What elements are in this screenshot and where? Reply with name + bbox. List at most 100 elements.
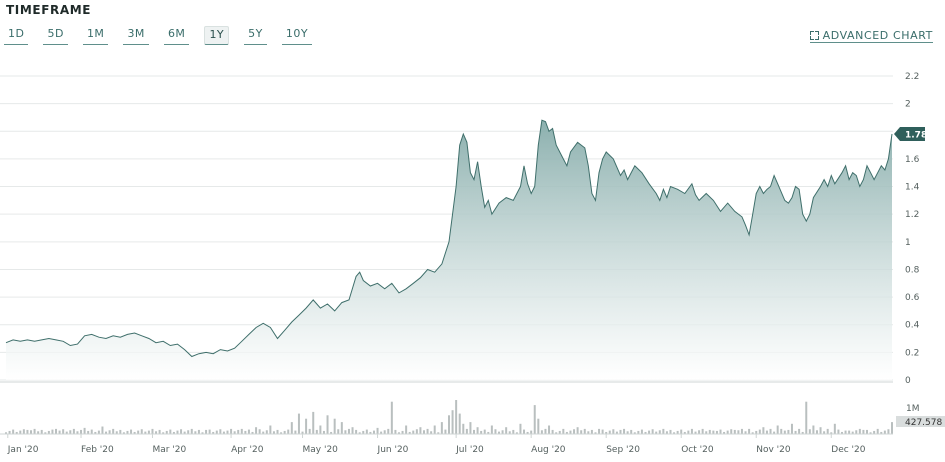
volume-bar bbox=[401, 430, 404, 434]
volume-bar bbox=[369, 431, 372, 434]
volume-bar bbox=[451, 410, 454, 434]
volume-bar bbox=[80, 429, 83, 434]
volume-bar bbox=[215, 430, 218, 434]
last-price-value: 1.78 bbox=[905, 131, 927, 141]
volume-bar bbox=[690, 428, 693, 434]
volume-bar bbox=[240, 428, 243, 434]
volume-bar bbox=[326, 415, 329, 434]
volume-bar bbox=[380, 431, 383, 434]
volume-bar bbox=[623, 428, 626, 434]
volume-bar bbox=[315, 429, 318, 434]
volume-bar bbox=[419, 427, 422, 434]
y-tick-label: 2.2 bbox=[905, 72, 919, 82]
volume-bar bbox=[5, 432, 7, 434]
volume-bar bbox=[855, 430, 858, 434]
volume-bar bbox=[426, 428, 429, 434]
volume-bar bbox=[587, 431, 590, 434]
volume-bar bbox=[255, 427, 258, 434]
x-tick-label: Dec '20 bbox=[831, 445, 865, 455]
volume-bar bbox=[330, 431, 333, 434]
volume-bar bbox=[891, 422, 893, 434]
x-tick-label: Jul '20 bbox=[455, 445, 484, 455]
advanced-chart-label: ADVANCED CHART bbox=[822, 29, 933, 42]
volume-bar bbox=[44, 432, 47, 434]
x-tick-label: Jun '20 bbox=[377, 445, 409, 455]
volume-bar bbox=[112, 428, 115, 434]
volume-bar bbox=[848, 430, 851, 434]
x-axis: Jan '20 Feb '20 Mar '20 Apr '20 May '20 Jun '… bbox=[7, 434, 866, 455]
volume-bar bbox=[612, 429, 615, 434]
volume-bar bbox=[887, 429, 890, 434]
volume-bar bbox=[555, 432, 558, 434]
volume-bar bbox=[723, 431, 726, 434]
volume-bar bbox=[590, 429, 593, 434]
volume-bar bbox=[97, 430, 100, 434]
volume-bar bbox=[765, 430, 768, 434]
volume-bar bbox=[76, 431, 79, 434]
volume-bar bbox=[458, 413, 461, 434]
volume-bar bbox=[355, 429, 358, 434]
volume-bar bbox=[244, 430, 247, 434]
volume-bar bbox=[87, 430, 90, 434]
volume-bar bbox=[22, 429, 25, 434]
timeframe-10y-button[interactable]: 10Y bbox=[281, 26, 313, 45]
volume-bar bbox=[176, 430, 179, 434]
volume-bar bbox=[280, 432, 283, 434]
volume-bar bbox=[408, 431, 411, 434]
volume-bar bbox=[880, 431, 883, 434]
volume-bar bbox=[694, 431, 697, 434]
last-volume-value: 427.578 bbox=[905, 418, 942, 428]
volume-bar bbox=[583, 428, 586, 434]
volume-bar bbox=[337, 429, 340, 434]
x-tick-label: Jan '20 bbox=[7, 445, 39, 455]
volume-bar bbox=[462, 423, 465, 434]
timeframe-5d-button[interactable]: 5D bbox=[43, 26, 68, 45]
volume-bar bbox=[133, 431, 136, 434]
timeframe-1m-button[interactable]: 1M bbox=[82, 26, 109, 45]
volume-bar bbox=[637, 430, 640, 434]
volume-bar bbox=[840, 431, 843, 434]
volume-bar bbox=[512, 429, 515, 434]
timeframe-3m-button[interactable]: 3M bbox=[123, 26, 149, 45]
x-tick-label: Aug '20 bbox=[531, 445, 566, 455]
volume-bar bbox=[494, 429, 497, 434]
volume-bar bbox=[615, 431, 618, 434]
volume-bar bbox=[37, 431, 40, 434]
volume-bar bbox=[558, 430, 561, 434]
volume-bars bbox=[5, 400, 893, 434]
y-axis: 00.20.40.60.811.21.41.61.822.2 bbox=[905, 72, 920, 386]
volume-bar bbox=[655, 431, 658, 434]
volume-bar bbox=[387, 428, 390, 434]
timeframe-1d-button[interactable]: 1D bbox=[4, 26, 29, 45]
volume-bar bbox=[412, 430, 415, 434]
volume-bar bbox=[758, 429, 761, 434]
price-line bbox=[5, 119, 893, 358]
volume-bar bbox=[465, 428, 468, 434]
timeframe-1y-button[interactable]: 1Y bbox=[204, 26, 230, 45]
volume-bar bbox=[580, 430, 583, 434]
volume-bar bbox=[294, 430, 297, 434]
volume-bar bbox=[405, 425, 408, 434]
volume-bar bbox=[526, 431, 529, 434]
volume-bar bbox=[444, 429, 447, 434]
x-tick-label: Oct '20 bbox=[681, 445, 714, 455]
advanced-chart-link[interactable]: ADVANCED CHART bbox=[809, 29, 933, 43]
volume-bar bbox=[562, 428, 565, 434]
volume-bar bbox=[376, 427, 379, 434]
volume-bar bbox=[748, 428, 751, 434]
volume-bar bbox=[208, 429, 211, 434]
volume-bar bbox=[630, 429, 633, 434]
x-tick-label: Nov '20 bbox=[756, 445, 791, 455]
volume-bar bbox=[801, 431, 804, 434]
volume-bar bbox=[683, 431, 686, 434]
timeframe-5y-button[interactable]: 5Y bbox=[244, 26, 267, 45]
volume-bar bbox=[158, 429, 161, 434]
volume-bar bbox=[815, 430, 818, 434]
volume-bar bbox=[812, 425, 815, 434]
timeframe-6m-button[interactable]: 6M bbox=[163, 26, 190, 45]
volume-bar bbox=[165, 430, 168, 434]
volume-bar bbox=[230, 428, 233, 434]
x-tick-label: Feb '20 bbox=[81, 445, 114, 455]
volume-bar bbox=[740, 428, 743, 434]
